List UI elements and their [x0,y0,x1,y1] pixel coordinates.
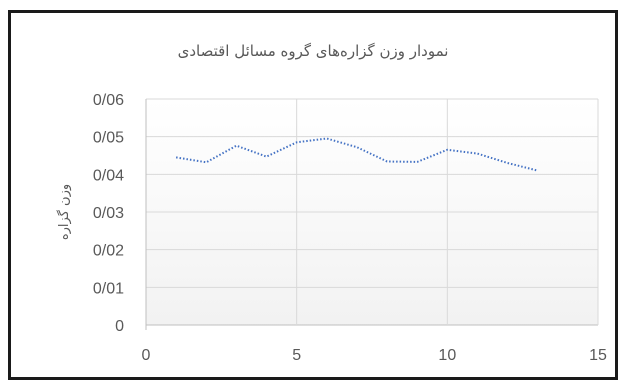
x-tick-label: 0 [142,347,151,364]
y-tick-label: 0 [115,318,124,335]
y-tick-label: 0/03 [93,205,124,222]
y-tick-label: 0/01 [93,280,124,297]
x-tick-label: 10 [438,347,456,364]
x-tick-label: 15 [589,347,607,364]
y-tick-label: 0/04 [93,167,124,184]
x-tick-label: 5 [292,347,301,364]
y-axis-label: وزن گزاره [56,184,72,240]
y-tick-label: 0/06 [93,92,124,109]
y-tick-label: 0/05 [93,130,124,147]
chart-title: نمودار وزن گزاره‌های گروه مسائل اقتصادی [178,42,449,60]
y-tick-label: 0/02 [93,243,124,260]
